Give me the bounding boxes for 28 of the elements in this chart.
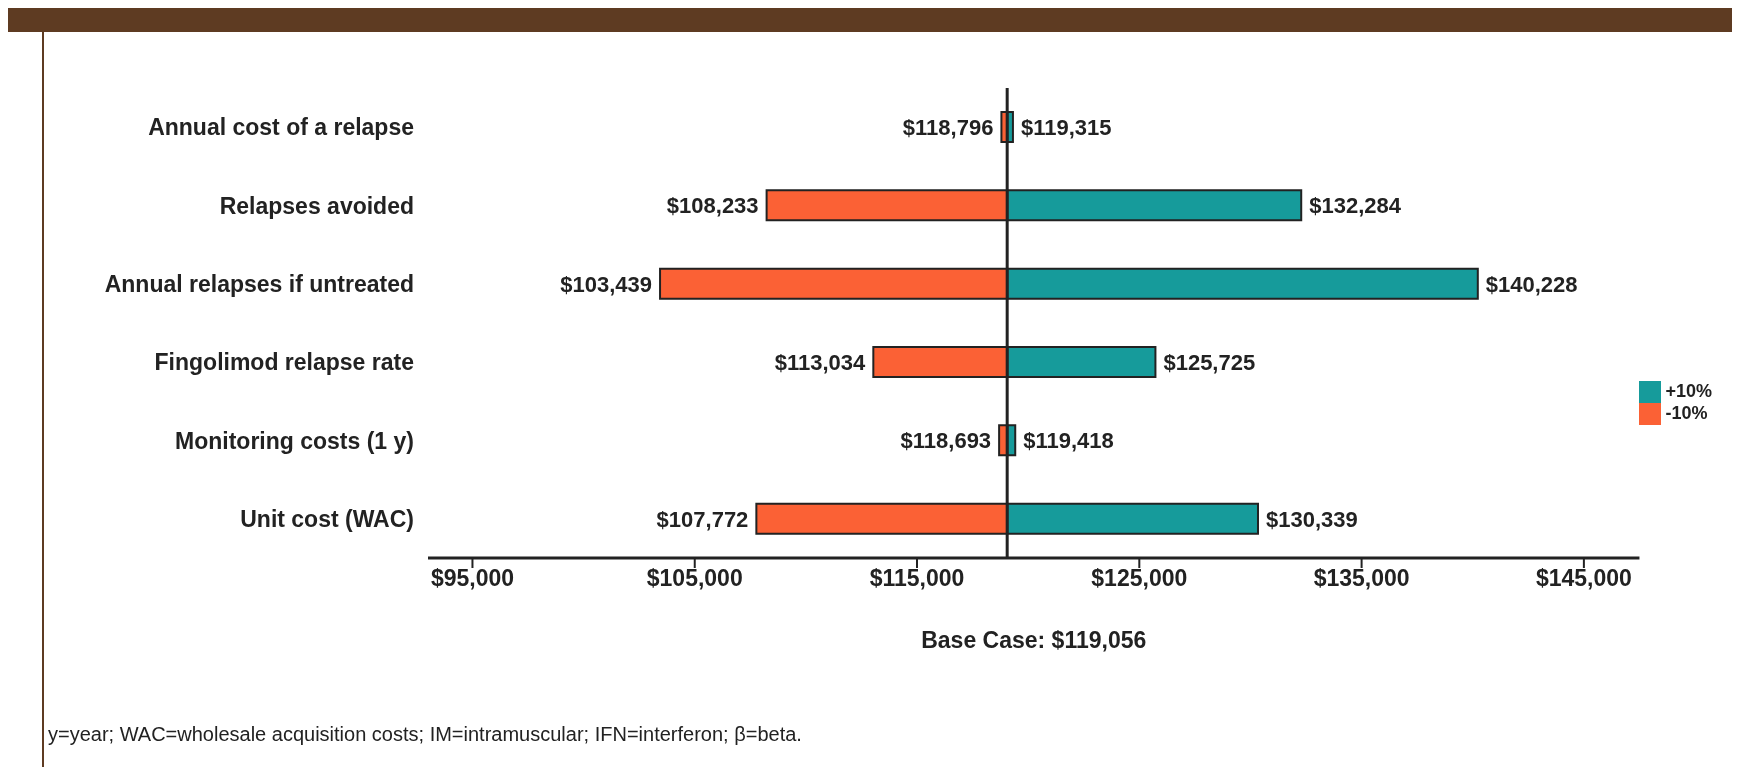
text: y=year; WAC=wholesale acquisition costs; IM=intramuscular; IFN=interferon; β=beta. [48,723,802,746]
y-tick-label: Annual relapses if untreated [104,271,414,297]
y-tick-label: Monitoring costs (1 y) [175,427,414,454]
annotation: $107,772 [656,506,749,532]
x-tick-label: $145,000 [1535,565,1632,592]
x-tick-label: $105,000 [646,565,743,592]
y-tick-label: Fingolimod relapse rate [154,349,414,376]
annotation: $103,439 [560,271,653,297]
y-tick-label: Annual cost of a relapse [148,114,414,141]
legend-label: +10% [1665,380,1712,401]
y-tick-label: Relapses avoided [219,192,414,219]
x-axis-title: Base Case: $119,056 [921,627,1147,653]
x-tick-label: $95,000 [430,565,515,592]
x-tick-label: $135,000 [1313,565,1410,592]
annotation: $132,284 [1309,193,1402,219]
legend-label: -10% [1665,403,1708,423]
annotation: $119,315 [1020,114,1112,140]
annotation: $113,034 [774,349,867,375]
annotation: $108,233 [666,193,759,219]
x-tick-label: $125,000 [1091,565,1188,592]
annotation: $140,228 [1485,271,1578,297]
y-tick-label: Unit cost (WAC) [240,506,414,532]
annotation: $118,693 [900,428,992,454]
x-tick-label: $115,000 [869,565,965,592]
annotation: $118,796 [902,114,994,140]
annotation: $130,339 [1265,506,1358,532]
annotation: $119,418 [1023,428,1114,454]
annotation: $125,725 [1163,349,1256,375]
